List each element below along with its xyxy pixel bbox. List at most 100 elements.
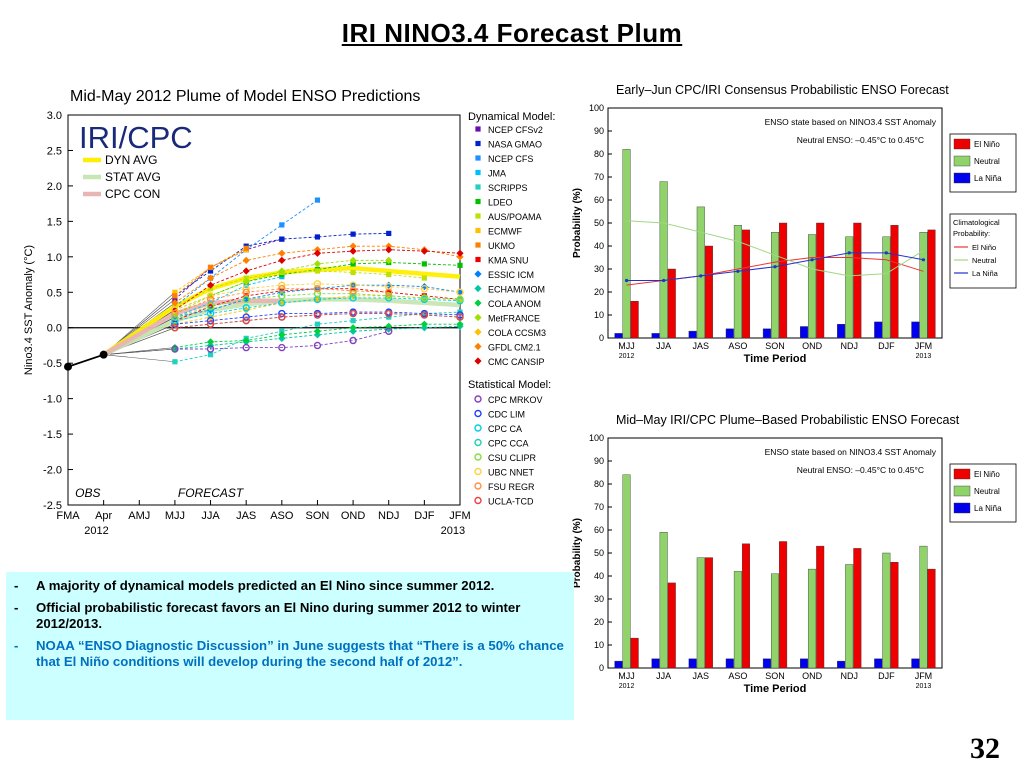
x-tick-label: NDJ bbox=[840, 671, 858, 681]
model-point bbox=[206, 292, 215, 300]
x-tick-label: NDJ bbox=[840, 341, 858, 351]
bullet-item: - Official probabilistic forecast favors … bbox=[14, 599, 521, 632]
observed-line bbox=[66, 353, 104, 368]
model-series bbox=[171, 280, 464, 314]
climatology-legend-label: El Niño bbox=[972, 243, 996, 252]
bar bbox=[704, 245, 713, 339]
y-tick-label: 0 bbox=[599, 663, 604, 673]
y-tick-label: 20 bbox=[594, 287, 604, 297]
model-point bbox=[314, 234, 321, 240]
enso-note-range: Neutral ENSO: –0.45°C to 0.45°C bbox=[797, 465, 924, 475]
bar bbox=[696, 206, 705, 339]
x-tick-label: ASO bbox=[728, 341, 747, 351]
climatology-legend-title: Probability: bbox=[953, 229, 990, 238]
climatology-point bbox=[699, 274, 703, 278]
y-tick-label: 1.0 bbox=[47, 252, 62, 264]
model-line bbox=[174, 283, 461, 311]
model-point bbox=[279, 222, 285, 228]
y-tick-label: 100 bbox=[589, 103, 604, 113]
model-line bbox=[174, 199, 318, 307]
model-point bbox=[420, 294, 429, 302]
model-point bbox=[386, 230, 392, 237]
bullet-item: -A majority of dynamical models predicte… bbox=[14, 578, 495, 593]
model-point bbox=[171, 324, 179, 332]
summary-legend-label: CPC CON bbox=[105, 187, 160, 201]
model-point bbox=[349, 256, 357, 264]
model-point bbox=[206, 295, 215, 304]
model-point bbox=[242, 285, 250, 293]
legend-swatch bbox=[953, 155, 971, 167]
model-point bbox=[313, 341, 322, 350]
x-tick-label: FMA bbox=[56, 510, 80, 522]
x-tick-label: JAS bbox=[236, 510, 256, 522]
bar bbox=[741, 543, 750, 669]
legend-marker bbox=[474, 496, 482, 505]
bar bbox=[911, 658, 920, 669]
legend-label: CPC CCA bbox=[488, 439, 529, 449]
legend-marker bbox=[474, 395, 482, 403]
bar bbox=[614, 333, 623, 339]
legend-label: CSU CLIPR bbox=[488, 453, 537, 463]
legend-label: LDEO bbox=[488, 198, 513, 208]
bullet-text: Official probabilistic forecast favors a… bbox=[36, 599, 521, 632]
model-point bbox=[242, 313, 250, 321]
model-point bbox=[349, 309, 357, 318]
bar bbox=[622, 474, 631, 669]
legend-label: ECHAM/MOM bbox=[488, 285, 545, 295]
model-point bbox=[171, 306, 179, 314]
y-tick-label: -1.5 bbox=[43, 429, 62, 441]
legend-marker bbox=[475, 169, 481, 176]
legend-label: CMC CANSIP bbox=[488, 357, 545, 367]
bar bbox=[816, 545, 825, 669]
legend-marker bbox=[475, 184, 481, 190]
model-point bbox=[421, 261, 427, 267]
legend-label: GFDL CM2.1 bbox=[488, 343, 541, 353]
legend-label: El Niño bbox=[974, 470, 1000, 479]
legend-marker bbox=[474, 284, 482, 293]
model-point bbox=[350, 231, 356, 237]
bar bbox=[622, 149, 631, 339]
y-tick-label: -2.0 bbox=[43, 465, 62, 477]
bar bbox=[770, 573, 779, 669]
bar bbox=[890, 225, 899, 339]
model-point bbox=[242, 343, 250, 352]
legend-marker bbox=[474, 409, 482, 418]
model-point bbox=[456, 249, 464, 257]
legend-marker bbox=[474, 328, 482, 336]
bar bbox=[890, 561, 899, 669]
legend-label: NCEP CFSv2 bbox=[488, 125, 543, 135]
bar bbox=[927, 229, 936, 339]
legend-label: El Niño bbox=[974, 140, 1000, 149]
model-point bbox=[313, 285, 322, 293]
bar bbox=[853, 548, 862, 669]
model-line bbox=[174, 311, 461, 325]
summary-legend-label: DYN AVG bbox=[105, 153, 157, 167]
x-tick-label: ASO bbox=[270, 510, 294, 522]
model-point bbox=[313, 289, 322, 298]
year-label: 2012 bbox=[619, 353, 635, 360]
bar bbox=[696, 557, 705, 669]
connector-line bbox=[103, 354, 175, 363]
model-point bbox=[278, 267, 286, 275]
x-axis-label: Time Period bbox=[744, 683, 807, 695]
model-point bbox=[171, 316, 179, 325]
y-tick-label: 60 bbox=[594, 195, 604, 205]
bar bbox=[741, 229, 750, 339]
legend-label: FSU REGR bbox=[488, 482, 535, 492]
x-tick-label: JJA bbox=[656, 341, 671, 351]
model-point bbox=[242, 295, 250, 304]
bar bbox=[800, 658, 809, 669]
climatology-point bbox=[662, 278, 666, 283]
bar bbox=[874, 321, 883, 339]
legend-marker bbox=[474, 299, 482, 307]
model-line bbox=[174, 325, 461, 350]
bar bbox=[845, 564, 854, 669]
model-point bbox=[385, 327, 393, 335]
legend-marker bbox=[475, 227, 481, 234]
legend-label: UCLA-TCD bbox=[488, 497, 534, 507]
y-tick-label: 2.0 bbox=[47, 181, 62, 193]
model-point bbox=[385, 292, 393, 300]
plume-title: Mid-May 2012 Plume of Model ENSO Predict… bbox=[70, 88, 420, 105]
y-tick-label: 90 bbox=[594, 126, 604, 136]
model-point bbox=[420, 311, 429, 319]
